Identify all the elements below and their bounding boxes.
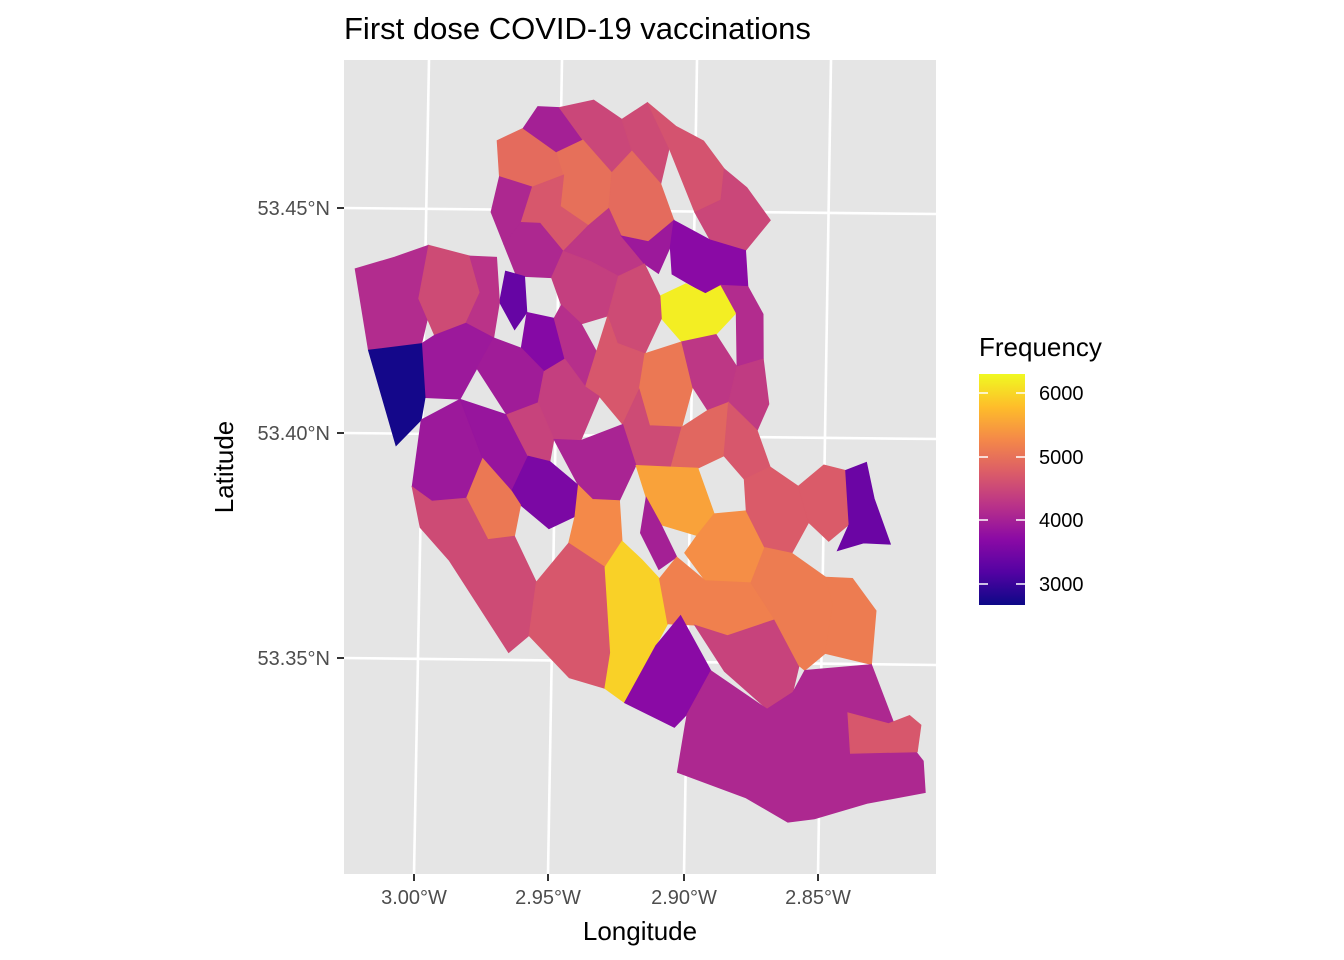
region-r51 [604,540,669,704]
legend-title: Frequency [979,332,1102,362]
region-r53 [693,619,800,710]
x-axis: 3.00°W 2.95°W 2.90°W 2.85°W [381,874,851,909]
x-axis-title: Longitude [583,916,697,946]
region-r44 [639,496,678,571]
legend-label: 5000 [1039,447,1084,469]
legend-ticks [979,392,1025,585]
region-r30 [367,343,426,447]
x-tick-label: 2.90°W [651,887,717,909]
region-r17 [499,270,528,331]
region-polygons [354,99,926,823]
region-r58 [847,712,922,754]
y-axis: 53.45°N 53.40°N 53.35°N [258,198,344,670]
y-tick-label: 53.35°N [258,648,331,670]
legend-label: 6000 [1039,383,1084,405]
region-r28 [728,358,770,432]
y-axis-title: Latitude [209,421,239,514]
legend-label: 3000 [1039,574,1084,596]
region-r57 [676,664,926,823]
legend: Frequency 6000 5000 4000 3000 [979,332,1102,605]
region-r05 [621,101,670,185]
x-tick-label: 2.95°W [515,887,581,909]
y-tick-label: 53.45°N [258,198,331,220]
legend-label: 4000 [1039,510,1084,532]
region-r38 [506,402,555,462]
region-r46 [743,466,810,554]
y-tick-label: 53.40°N [258,423,331,445]
legend-colorbar [979,374,1025,605]
region-r54 [750,547,834,671]
x-tick-label: 3.00°W [381,887,447,909]
x-tick-label: 2.85°W [785,887,851,909]
plot-title: First dose COVID-19 vaccinations [344,11,811,46]
region-r48 [836,461,892,552]
